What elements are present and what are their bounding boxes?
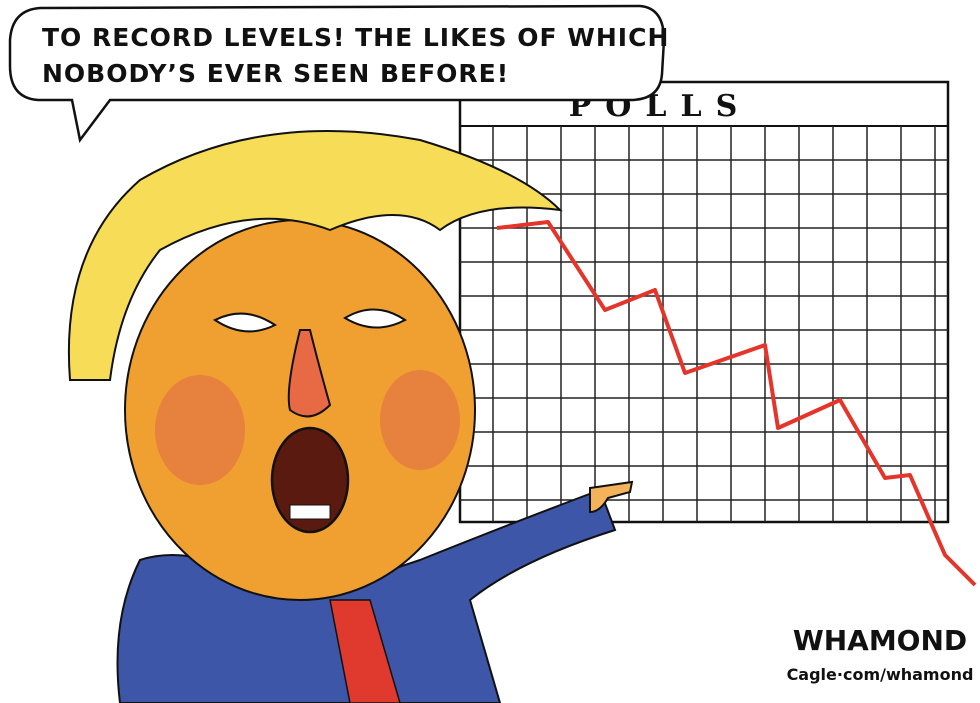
hair [67, 130, 563, 381]
poll-board: POLLS [458, 80, 977, 587]
signature: WHAMOND Cagle·com/whamond [787, 624, 974, 684]
caricature [67, 130, 634, 703]
nose [287, 329, 332, 418]
hand [589, 480, 634, 514]
artist-name: WHAMOND [793, 624, 967, 657]
teeth [289, 504, 331, 520]
artist-credit: Cagle·com/whamond [787, 665, 974, 684]
eye [343, 308, 407, 329]
poll-trend [496, 220, 977, 587]
bubble-line: NOBODY’S EVER SEEN BEFORE! [42, 59, 509, 88]
eye [213, 312, 277, 333]
tie [329, 599, 401, 703]
board-frame [458, 80, 950, 524]
cheek [155, 375, 245, 485]
speech-bubble: TO RECORD LEVELS! THE LIKES OF WHICH NOB… [8, 4, 669, 143]
bubble-outline [8, 4, 666, 143]
cheek [380, 370, 460, 470]
bubble-line: TO RECORD LEVELS! THE LIKES OF WHICH [42, 23, 669, 52]
